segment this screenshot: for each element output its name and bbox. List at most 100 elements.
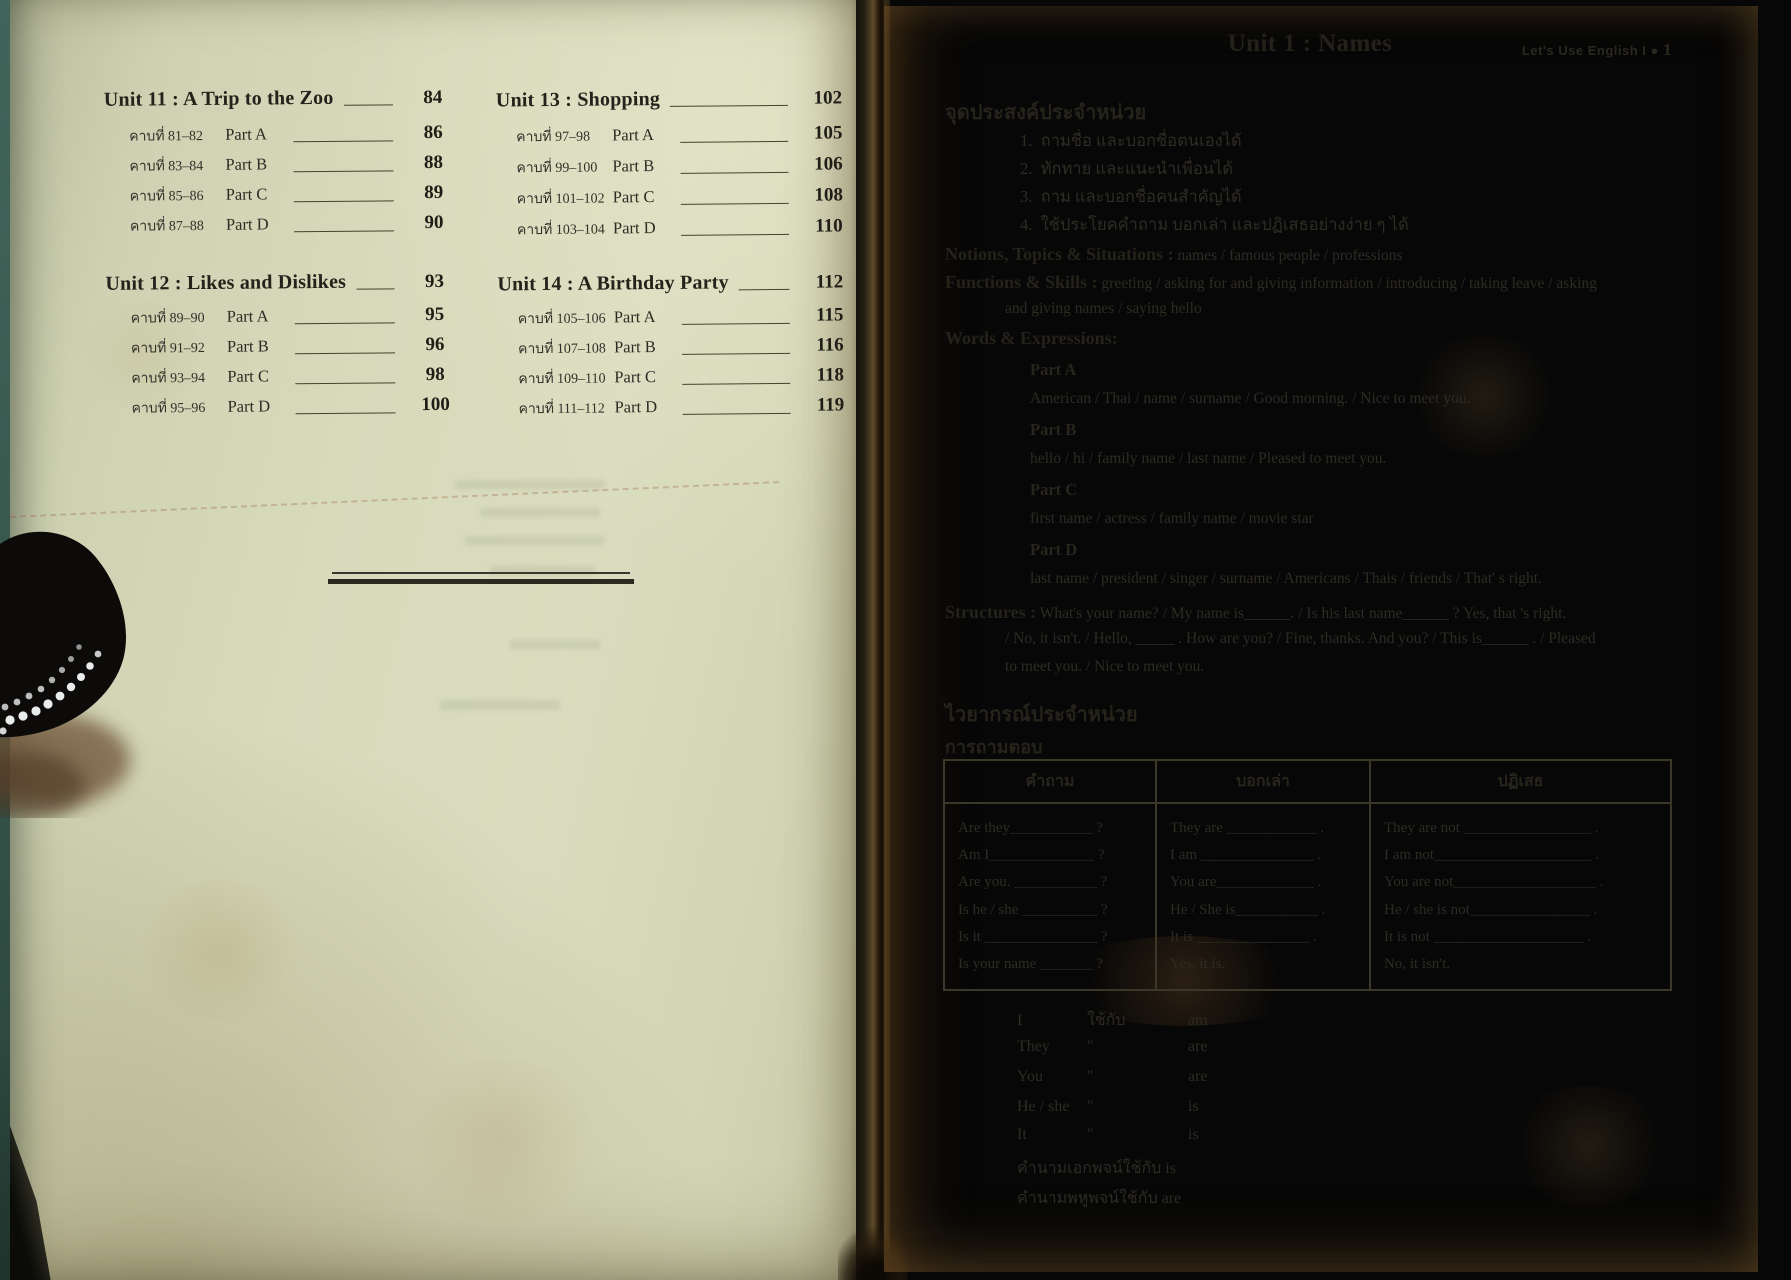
table-cell: You are_____________ . bbox=[1170, 874, 1322, 891]
part-b-label: Part B bbox=[1030, 420, 1077, 439]
conjugation-link: " bbox=[1087, 1126, 1094, 1143]
conjugation-subject: I bbox=[1017, 1012, 1023, 1029]
toc-session-label: คาบที่ 101–102 bbox=[516, 191, 605, 208]
toc-part-label: Part D bbox=[612, 218, 656, 238]
objective-item: 4. ใช้ประโยคคำถาม บอกเล่า และปฏิเสธอย่าง… bbox=[1020, 212, 1409, 238]
bullet-separator: ● bbox=[1650, 43, 1659, 58]
leader-line bbox=[356, 288, 395, 290]
toc-page-number: 105 bbox=[813, 122, 843, 144]
page-crease-line bbox=[9, 481, 780, 518]
toc-page-number: 118 bbox=[816, 364, 845, 386]
toc-page-number: 112 bbox=[815, 271, 844, 293]
table-cell: Is it _______________ ? bbox=[958, 928, 1108, 945]
grammar-table: คำถาม บอกเล่า ปฏิเสธ Are they___________… bbox=[943, 759, 1672, 991]
conjugation-subject: You bbox=[1017, 1068, 1043, 1085]
conjugation-subject: It bbox=[1017, 1126, 1027, 1143]
table-cell: They are not _________________ . bbox=[1384, 820, 1599, 837]
toc-page-number: 115 bbox=[815, 304, 844, 326]
functions-text-line1: greeting / asking for and giving informa… bbox=[1101, 275, 1597, 292]
unit-page-content: Unit 1 : Names Let's Use English I ● 1 จ… bbox=[884, 6, 1758, 1272]
toc-row: คาบที่ 97–98 Part A 105 bbox=[516, 122, 854, 148]
toc-page-number: 110 bbox=[815, 215, 843, 237]
part-c-words: first name / actress / family name / mov… bbox=[1030, 510, 1314, 527]
bleedthrough-mark bbox=[480, 508, 600, 517]
header-negative: ปฏิเสธ bbox=[1497, 773, 1544, 790]
objective-text: ใช้ประโยคคำถาม บอกเล่า และปฏิเสธอย่างง่า… bbox=[1040, 215, 1409, 234]
toc-session-label: คาบที่ 107–108 bbox=[517, 341, 606, 358]
toc-session-label: คาบที่ 91–92 bbox=[130, 340, 205, 357]
toc-page-number: 119 bbox=[816, 394, 845, 416]
toc-unit-header: Unit 14 : A Birthday Party 112 bbox=[497, 270, 855, 296]
toc-session-label: คาบที่ 111–112 bbox=[518, 401, 605, 418]
conjugation-verb: am bbox=[1188, 1012, 1208, 1029]
structures-text-line3: to meet you. / Nice to meet you. bbox=[1005, 658, 1205, 675]
table-cell: Are they___________ ? bbox=[958, 820, 1103, 837]
functions-label: Functions & Skills : bbox=[945, 272, 1098, 292]
objective-item: 1. ถามชื่อ และบอกชื่อตนเองได้ bbox=[1020, 128, 1242, 154]
leader-line bbox=[293, 200, 394, 203]
toc-row: คาบที่ 105–106 Part A 115 bbox=[518, 304, 856, 330]
notions-label: Notions, Topics & Situations : bbox=[945, 244, 1174, 264]
conjugation-subject: He / she bbox=[1017, 1098, 1070, 1115]
right-page: Unit 1 : Names Let's Use English I ● 1 จ… bbox=[884, 6, 1758, 1272]
table-of-contents: Unit 11 : A Trip to the Zoo 84 คาบที่ 81… bbox=[8, 0, 858, 464]
part-a-words: American / Thai / name / surname / Good … bbox=[1030, 390, 1471, 407]
table-cell: I am _______________ . bbox=[1170, 847, 1321, 864]
toc-row: คาบที่ 95–96 Part D 100 bbox=[131, 394, 461, 420]
objective-number: 1. bbox=[1020, 131, 1033, 150]
leader-line bbox=[343, 104, 393, 106]
toc-page-number: 95 bbox=[425, 303, 445, 326]
toc-unit-header: Unit 13 : Shopping 102 bbox=[496, 86, 854, 112]
table-cell: Is he / she __________ ? bbox=[958, 901, 1108, 918]
part-d-label: Part D bbox=[1030, 540, 1078, 559]
part-b-words: hello / hi / family name / last name / P… bbox=[1030, 450, 1387, 467]
objective-item: 3. ถาม และบอกชื่อคนสำคัญได้ bbox=[1020, 184, 1242, 210]
conjugation-row: I ใช้กับ am bbox=[1017, 1008, 1208, 1033]
toc-page-number: 89 bbox=[424, 181, 444, 204]
toc-row: คาบที่ 93–94 Part C 98 bbox=[131, 364, 461, 390]
section-divider-rule bbox=[328, 570, 634, 588]
part-d-words: last name / president / singer / surname… bbox=[1030, 570, 1542, 587]
table-cell: You are not___________________ . bbox=[1384, 874, 1604, 891]
toc-part-label: Part D bbox=[614, 397, 658, 417]
header-statement: บอกเล่า bbox=[1157, 761, 1371, 802]
table-cell: I am not_____________________ . bbox=[1384, 847, 1599, 864]
leader-line bbox=[681, 233, 790, 236]
toc-page-number: 88 bbox=[423, 151, 444, 174]
words-heading: Words & Expressions: bbox=[945, 328, 1118, 348]
bleedthrough-mark bbox=[490, 566, 595, 575]
toc-row: คาบที่ 107–108 Part B 116 bbox=[518, 334, 856, 360]
toc-session-label: คาบที่ 81–82 bbox=[129, 129, 204, 145]
conjugation-link: " bbox=[1087, 1068, 1094, 1085]
functions-line1: Functions & Skills : greeting / asking f… bbox=[945, 272, 1597, 293]
running-head: Let's Use English I ● 1 bbox=[1522, 40, 1672, 60]
toc-page-number: 108 bbox=[814, 184, 844, 206]
toc-unit-title: Unit 14 : A Birthday Party bbox=[497, 271, 729, 296]
objective-number: 2. bbox=[1020, 159, 1033, 178]
functions-text-line2: and giving names / saying hello bbox=[1005, 300, 1202, 317]
toc-page-number: 90 bbox=[424, 211, 444, 234]
toc-row: คาบที่ 91–92 Part B 96 bbox=[131, 334, 461, 360]
leader-line bbox=[680, 140, 789, 143]
bleedthrough-mark bbox=[510, 640, 600, 649]
toc-page-number: 116 bbox=[816, 334, 844, 356]
book-gutter bbox=[850, 0, 890, 1280]
toc-session-label: คาบที่ 105–106 bbox=[517, 311, 606, 328]
leader-line bbox=[293, 140, 394, 143]
polka-dots bbox=[0, 644, 102, 735]
gutter-bottom-shadow bbox=[838, 1225, 908, 1280]
objective-item: 2. ทักทาย และแนะนำเพื่อนได้ bbox=[1020, 156, 1233, 182]
toc-row: คาบที่ 87–88 Part D 90 bbox=[130, 212, 460, 238]
objective-number: 4. bbox=[1020, 215, 1033, 234]
toc-unit-title: Unit 11 : A Trip to the Zoo bbox=[103, 86, 334, 111]
toc-part-label: Part A bbox=[226, 306, 269, 326]
conjugation-verb: are bbox=[1188, 1038, 1208, 1055]
conjugation-subject: They bbox=[1017, 1038, 1050, 1055]
statement-column: They are ____________ . I am ___________… bbox=[1157, 804, 1371, 989]
header-question: คำถาม bbox=[945, 761, 1157, 802]
leader-line bbox=[680, 171, 789, 174]
divider-thick-line bbox=[328, 579, 634, 584]
table-cell: He / She is___________ . bbox=[1170, 901, 1326, 918]
structures-text-line2: / No, it isn't. / Hello, _____ . How are… bbox=[1005, 630, 1596, 647]
